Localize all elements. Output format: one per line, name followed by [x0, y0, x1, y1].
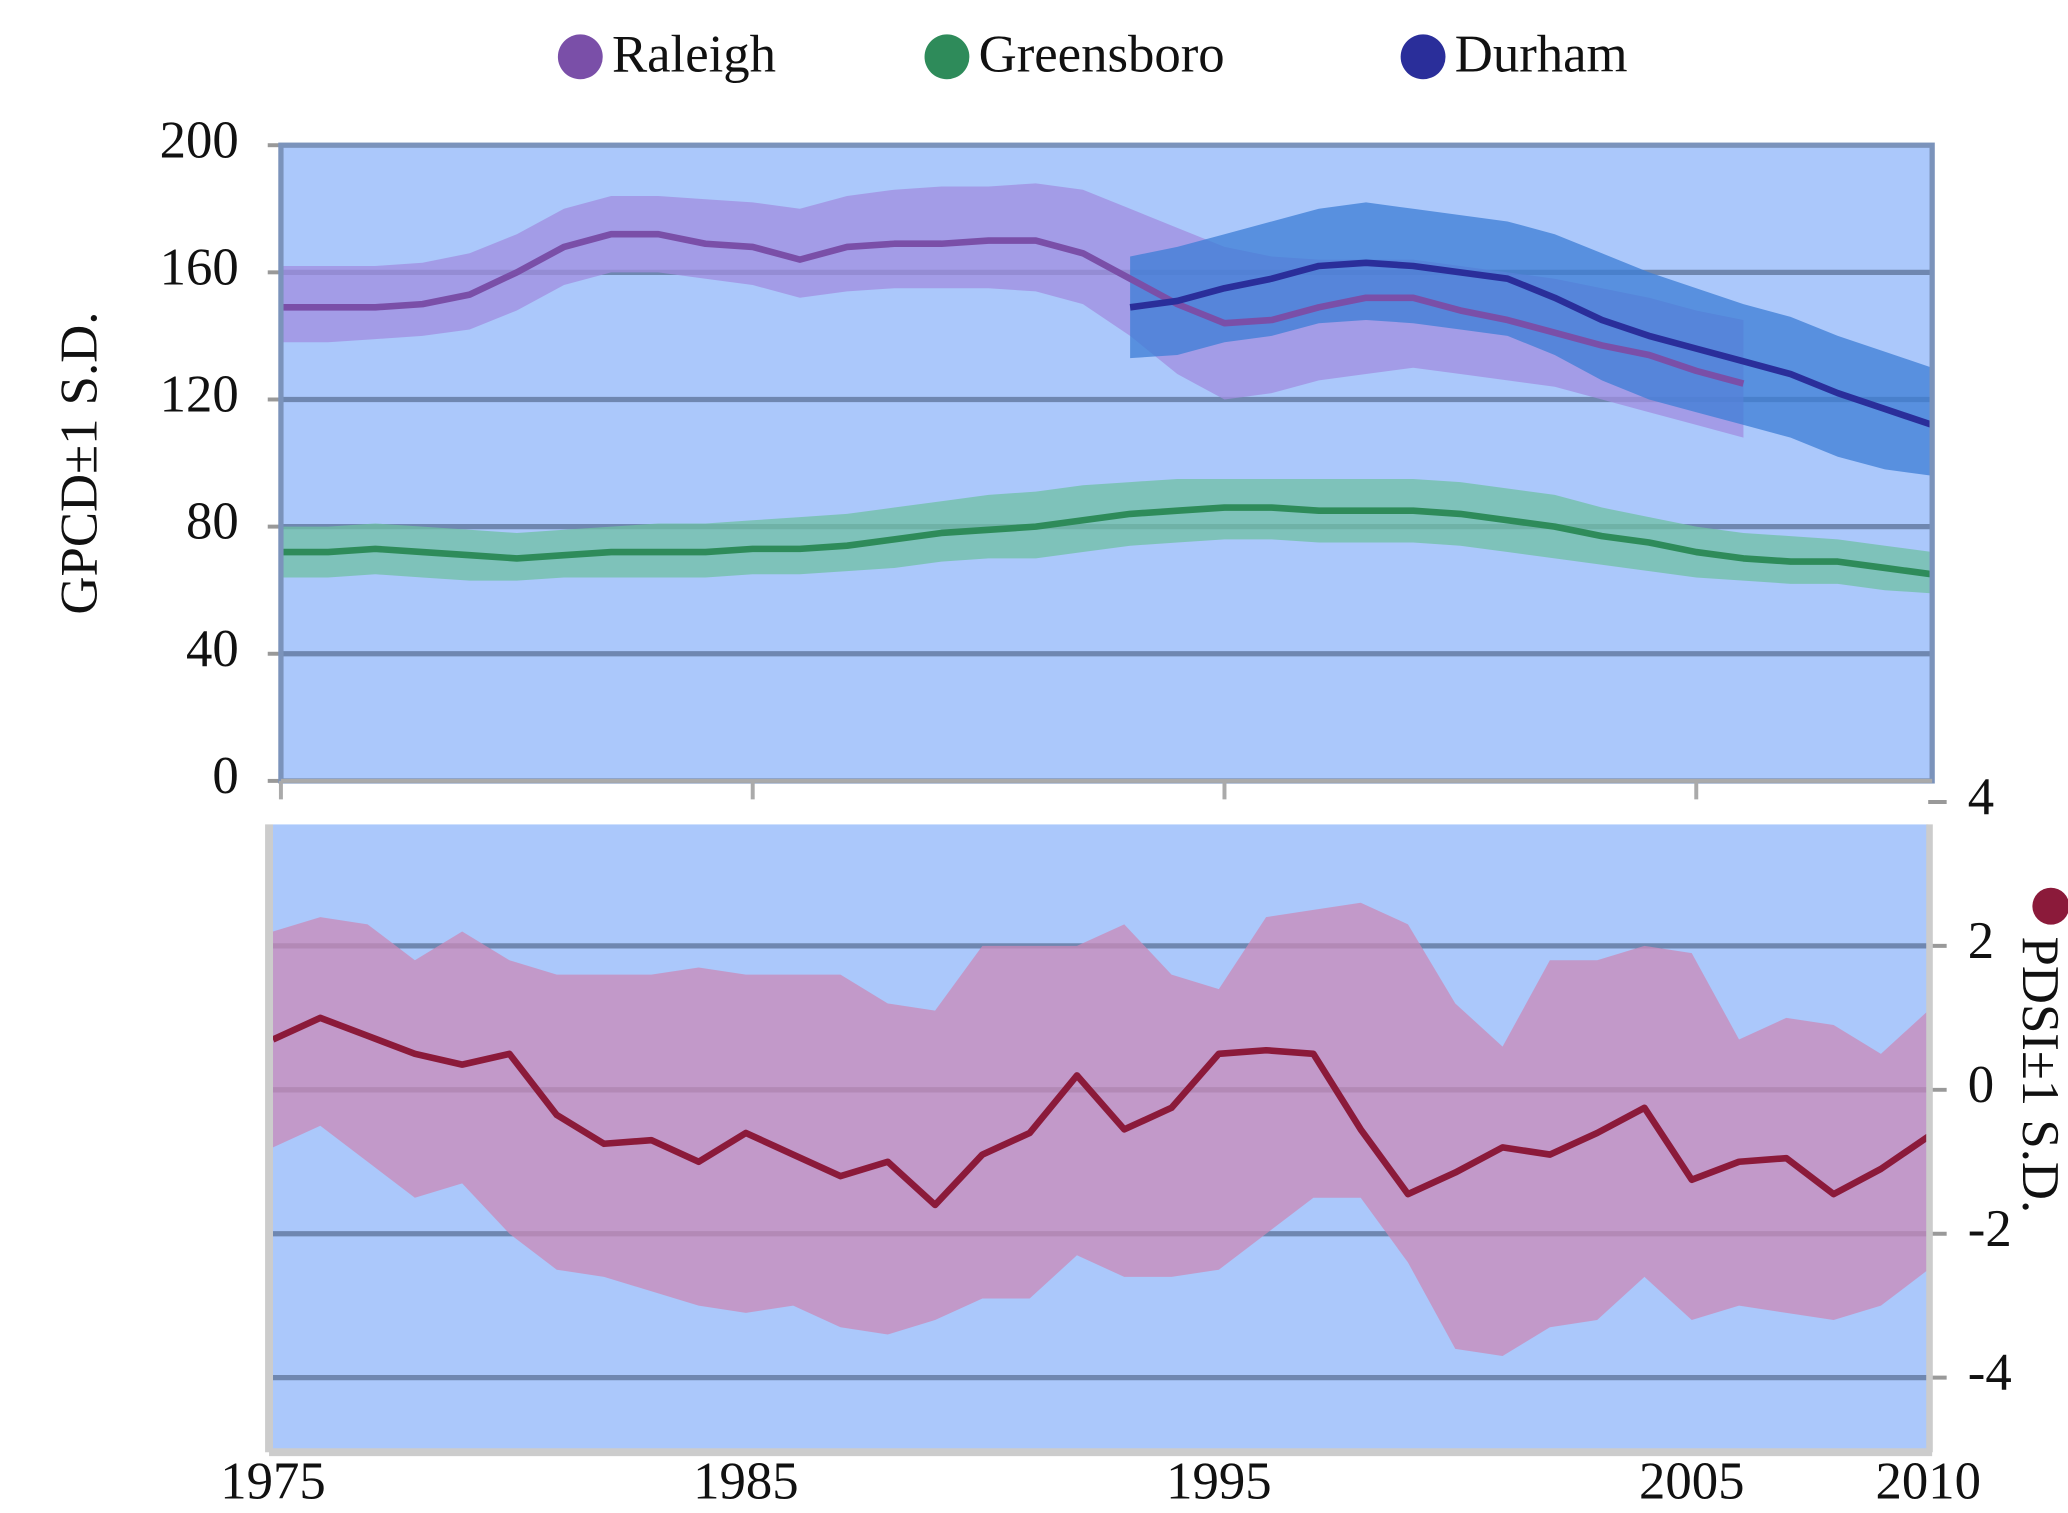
x-tick-label: 1985 — [693, 1453, 798, 1511]
x-tick-label: 1975 — [220, 1453, 326, 1511]
band — [1130, 202, 1933, 476]
y-tick-label: -2 — [1968, 1200, 2012, 1258]
legend-label: Durham — [1455, 26, 1628, 84]
y-tick-label: 4 — [1968, 768, 1994, 826]
y-tick-label: 80 — [186, 493, 239, 551]
y-tick-label: 160 — [160, 238, 239, 296]
legend-label: Greensboro — [979, 26, 1225, 84]
y-tick-label: 200 — [160, 111, 239, 169]
series-line — [1129, 259, 1934, 429]
legend-marker — [1400, 34, 1446, 80]
x-tick-label: 1995 — [1166, 1453, 1272, 1511]
series-line — [271, 1014, 1931, 1209]
y-tick-label: 0 — [1968, 1056, 1994, 1114]
series-line — [280, 230, 1745, 387]
y-tick-label: 2 — [1968, 912, 1994, 970]
band — [273, 902, 1929, 1357]
y-tick-label: -4 — [1968, 1344, 2012, 1402]
y-tick-label: 120 — [160, 366, 239, 424]
legend-marker — [557, 34, 603, 80]
band — [280, 183, 1744, 438]
y-axis-label: GPCD±1 S.D. — [51, 312, 109, 615]
x-tick-label: 2005 — [1639, 1453, 1745, 1511]
x-tick-label: 2010 — [1875, 1453, 1981, 1511]
legend-marker — [924, 34, 970, 80]
band — [280, 478, 1933, 594]
label-marker — [2032, 887, 2068, 925]
series-line — [280, 504, 1933, 578]
legend-label: Raleigh — [612, 26, 776, 84]
y-axis-label: PDSI±1 S.D. — [2011, 937, 2068, 1214]
y-tick-label: 0 — [212, 747, 238, 805]
y-tick-label: 40 — [186, 620, 239, 678]
